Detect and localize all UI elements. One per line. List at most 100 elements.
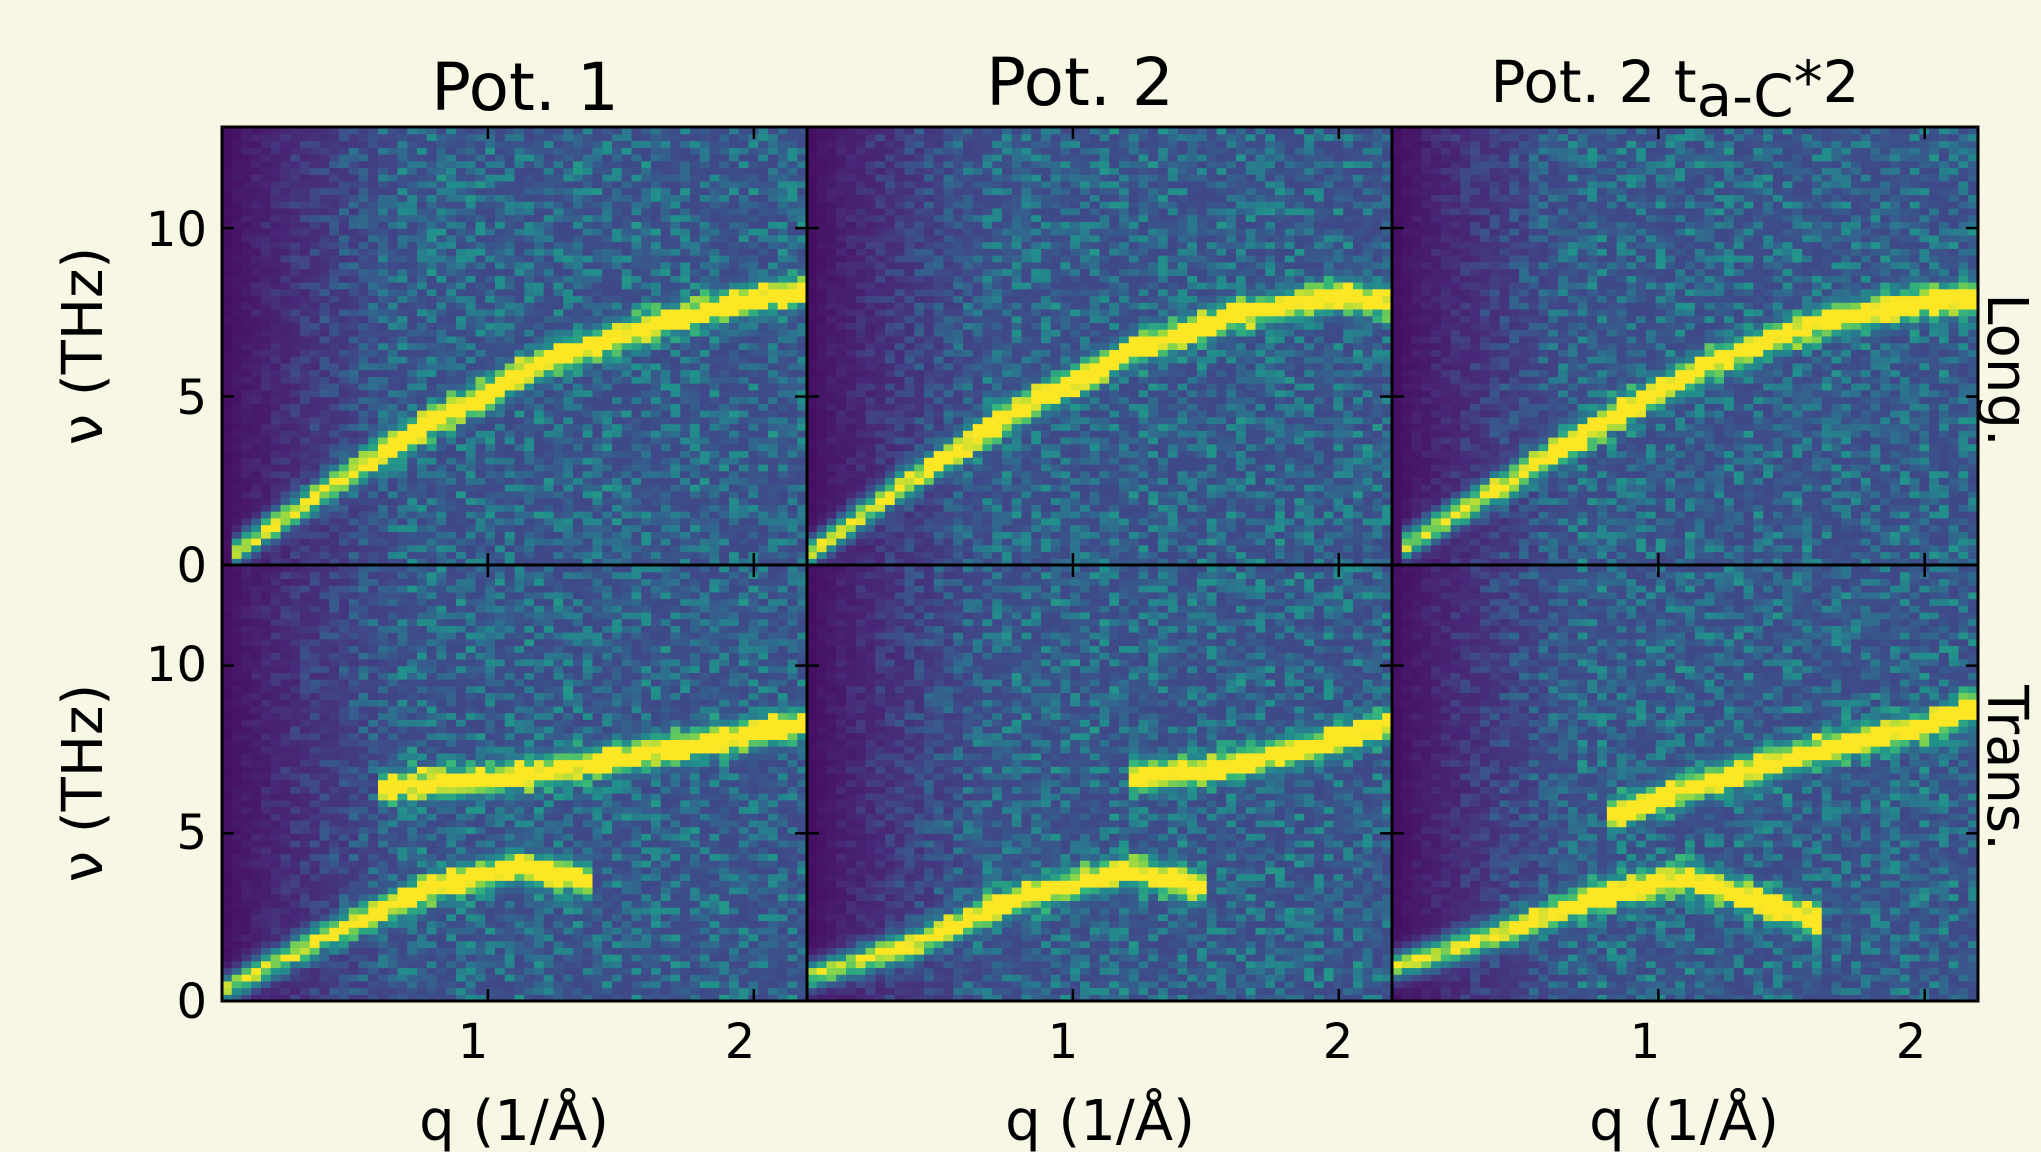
heatmap-cell-long-pot1 bbox=[719, 160, 730, 169]
heatmap-cell-long-pot1 bbox=[261, 295, 272, 303]
heatmap-cell-long-pot1 bbox=[300, 517, 311, 526]
heatmap-cell-long-pot1 bbox=[680, 497, 691, 505]
heatmap-cell-long-pot1 bbox=[651, 275, 662, 283]
heatmap-cell-long-pot1 bbox=[290, 275, 301, 283]
heatmap-cell-long-pot1 bbox=[777, 308, 789, 317]
heatmap-cell-long-pot1 bbox=[729, 214, 740, 222]
heatmap-cell-long-pot2 bbox=[885, 234, 896, 243]
heatmap-cell-long-pot1 bbox=[241, 497, 252, 505]
heatmap-cell-long-pot1 bbox=[222, 430, 233, 438]
heatmap-cell-long-pot1 bbox=[524, 187, 535, 195]
heatmap-cell-long-pot1 bbox=[348, 201, 360, 209]
heatmap-cell-long-pot1 bbox=[690, 295, 701, 303]
heatmap-cell-long-pot2 bbox=[885, 329, 896, 337]
heatmap-cell-long-pot1 bbox=[387, 174, 399, 182]
heatmap-cell-long-pot2 bbox=[826, 504, 837, 512]
heatmap-cell-long-pot1 bbox=[553, 140, 564, 148]
heatmap-cell-long-pot1 bbox=[651, 214, 662, 222]
heatmap-cell-long-pot1 bbox=[602, 248, 613, 256]
heatmap-cell-long-pot1 bbox=[534, 322, 545, 330]
heatmap-cell-long-pot1 bbox=[231, 362, 243, 371]
heatmap-cell-long-pot1 bbox=[485, 342, 496, 350]
heatmap-cell-long-pot1 bbox=[397, 228, 408, 236]
heatmap-cell-long-pot1 bbox=[582, 187, 594, 195]
heatmap-cell-long-pot1 bbox=[378, 551, 389, 559]
heatmap-cell-long-pot1 bbox=[690, 302, 701, 310]
heatmap-cell-long-pot2 bbox=[885, 308, 896, 317]
heatmap-cell-long-pot1 bbox=[368, 228, 379, 236]
heatmap-cell-long-pot2 bbox=[865, 255, 876, 263]
heatmap-cell-long-pot1 bbox=[670, 281, 681, 290]
heatmap-cell-long-pot2 bbox=[836, 295, 847, 303]
heatmap-cell-long-pot1 bbox=[339, 362, 350, 371]
heatmap-cell-long-pot1 bbox=[290, 517, 301, 526]
heatmap-cell-long-pot1 bbox=[495, 261, 506, 270]
heatmap-cell-long-pot1 bbox=[592, 416, 603, 425]
heatmap-cell-long-pot2 bbox=[904, 174, 915, 182]
heatmap-cell-long-pot1 bbox=[621, 457, 633, 465]
heatmap-cell-long-pot1 bbox=[787, 180, 798, 189]
heatmap-cell-long-pot1 bbox=[231, 147, 243, 155]
heatmap-cell-long-pot1 bbox=[397, 497, 408, 505]
heatmap-cell-long-pot1 bbox=[680, 315, 691, 324]
heatmap-cell-long-pot1 bbox=[368, 221, 379, 229]
heatmap-cell-long-pot1 bbox=[768, 450, 779, 458]
heatmap-cell-long-pot1 bbox=[524, 450, 535, 458]
heatmap-cell-long-pot1 bbox=[553, 396, 564, 404]
heatmap-cell-long-pot1 bbox=[426, 187, 438, 195]
heatmap-cell-long-pot1 bbox=[563, 410, 574, 418]
heatmap-cell-long-pot1 bbox=[709, 140, 720, 148]
heatmap-cell-long-pot1 bbox=[621, 275, 633, 283]
heatmap-cell-long-pot1 bbox=[300, 221, 311, 229]
heatmap-cell-long-pot2 bbox=[953, 517, 964, 526]
heatmap-cell-long-pot1 bbox=[719, 255, 730, 263]
heatmap-cell-long-pot1 bbox=[407, 457, 418, 465]
heatmap-cell-long-pot1 bbox=[426, 457, 438, 465]
heatmap-cell-long-pot1 bbox=[329, 463, 340, 472]
heatmap-cell-long-pot2 bbox=[914, 127, 925, 135]
heatmap-cell-long-pot1 bbox=[417, 389, 428, 398]
heatmap-cell-long-pot1 bbox=[748, 255, 759, 263]
heatmap-cell-long-pot1 bbox=[339, 430, 350, 438]
heatmap-cell-long-pot1 bbox=[290, 423, 301, 431]
heatmap-cell-long-pot1 bbox=[280, 214, 291, 222]
heatmap-cell-long-pot1 bbox=[387, 524, 399, 532]
heatmap-cell-long-pot2 bbox=[836, 140, 847, 148]
heatmap-cell-long-pot1 bbox=[787, 511, 798, 519]
heatmap-cell-long-pot1 bbox=[690, 275, 701, 283]
heatmap-cell-long-pot1 bbox=[758, 457, 769, 465]
heatmap-cell-long-pot2 bbox=[836, 335, 847, 344]
heatmap-cell-long-pot1 bbox=[582, 443, 594, 452]
heatmap-cell-long-pot1 bbox=[758, 180, 769, 189]
heatmap-cell-long-pot1 bbox=[368, 255, 379, 263]
heatmap-cell-long-pot1 bbox=[514, 450, 525, 458]
heatmap-cell-long-pot1 bbox=[319, 531, 330, 539]
heatmap-cell-long-pot1 bbox=[504, 403, 516, 411]
heatmap-cell-long-pot1 bbox=[456, 322, 467, 330]
heatmap-cell-long-pot1 bbox=[397, 187, 408, 195]
heatmap-cell-long-pot1 bbox=[309, 268, 321, 276]
heatmap-cell-long-pot1 bbox=[651, 376, 662, 384]
heatmap-cell-long-pot1 bbox=[582, 147, 594, 155]
heatmap-cell-long-pot2 bbox=[807, 544, 818, 553]
heatmap-cell-long-pot1 bbox=[280, 524, 291, 532]
heatmap-cell-long-pot2 bbox=[816, 261, 828, 270]
heatmap-cell-long-pot1 bbox=[621, 524, 633, 532]
heatmap-cell-long-pot1 bbox=[797, 160, 807, 169]
heatmap-cell-long-pot1 bbox=[699, 140, 711, 148]
heatmap-cell-long-pot1 bbox=[475, 551, 486, 559]
heatmap-cell-long-pot1 bbox=[241, 180, 252, 189]
heatmap-cell-long-pot1 bbox=[719, 288, 730, 297]
heatmap-cell-long-pot1 bbox=[348, 261, 360, 270]
heatmap-cell-long-pot1 bbox=[368, 349, 379, 357]
heatmap-cell-long-pot1 bbox=[222, 369, 233, 377]
heatmap-cell-long-pot1 bbox=[553, 329, 564, 337]
heatmap-cell-long-pot1 bbox=[397, 201, 408, 209]
heatmap-cell-long-pot2 bbox=[894, 180, 906, 189]
heatmap-cell-long-pot2 bbox=[875, 295, 886, 303]
heatmap-cell-long-pot1 bbox=[319, 410, 330, 418]
heatmap-cell-long-pot2 bbox=[933, 221, 945, 229]
heatmap-cell-long-pot2 bbox=[855, 349, 867, 357]
heatmap-cell-long-pot1 bbox=[300, 443, 311, 452]
heatmap-cell-long-pot1 bbox=[612, 416, 623, 425]
